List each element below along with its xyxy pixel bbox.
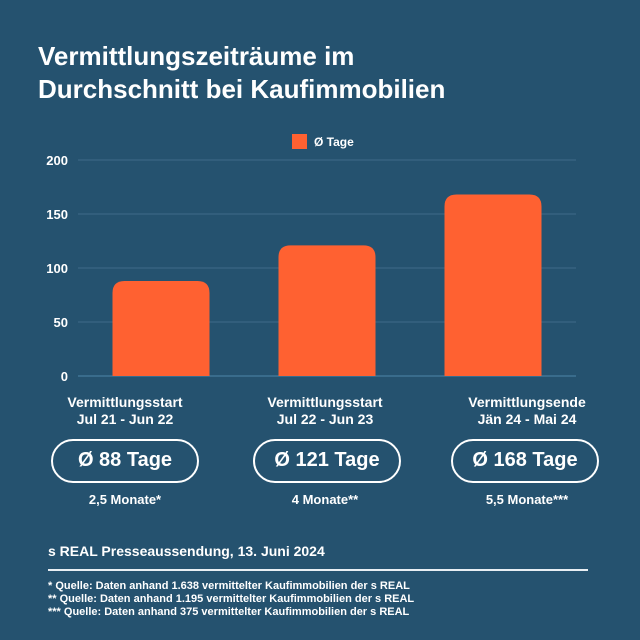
category-1-line-1: Vermittlungsstart bbox=[67, 394, 183, 410]
category-3-line-2: Jän 24 - Mai 24 bbox=[477, 411, 577, 427]
y-tick-label: 0 bbox=[61, 369, 68, 384]
average-days-pill-1: Ø 88 Tage bbox=[51, 439, 199, 483]
divider bbox=[48, 569, 588, 571]
category-label-1: Vermittlungsstart Jul 21 - Jun 22 bbox=[25, 394, 225, 428]
footnotes: * Quelle: Daten anhand 1.638 vermittelte… bbox=[48, 580, 414, 619]
footnote-1: * Quelle: Daten anhand 1.638 vermittelte… bbox=[48, 580, 410, 592]
y-tick-label: 150 bbox=[46, 207, 68, 222]
footnote-2: ** Quelle: Daten anhand 1.195 vermittelt… bbox=[48, 593, 415, 605]
category-1-line-2: Jul 21 - Jun 22 bbox=[76, 411, 174, 427]
category-label-2: Vermittlungsstart Jul 22 - Jun 23 bbox=[225, 394, 425, 428]
months-label-1: 2,5 Monate* bbox=[88, 492, 162, 507]
category-2-line-2: Jul 22 - Jun 23 bbox=[276, 411, 374, 427]
months-label-2: 4 Monate** bbox=[291, 492, 359, 507]
y-tick-label: 50 bbox=[54, 315, 68, 330]
bar bbox=[112, 280, 210, 376]
bar bbox=[278, 245, 376, 376]
legend-label: Ø Tage bbox=[314, 135, 354, 149]
source-line: s REAL Presseaussendung, 13. Juni 2024 bbox=[48, 543, 325, 559]
title-line-2: Durchschnitt bei Kaufimmobilien bbox=[38, 74, 446, 104]
months-label-3: 5,5 Monate*** bbox=[485, 492, 569, 507]
category-label-3: Vermittlungsende Jän 24 - Mai 24 bbox=[427, 394, 627, 428]
y-tick-label: 100 bbox=[46, 261, 68, 276]
bar bbox=[444, 194, 542, 376]
bar-chart: 0 50 100 150 200 Ø Tage bbox=[46, 134, 576, 384]
y-tick-label: 200 bbox=[46, 153, 68, 168]
chart-title: Vermittlungszeiträume im Durchschnitt be… bbox=[38, 40, 598, 106]
average-days-pill-2: Ø 121 Tage bbox=[253, 439, 401, 483]
category-3-line-1: Vermittlungsende bbox=[468, 394, 586, 410]
average-days-pill-3: Ø 168 Tage bbox=[451, 439, 599, 483]
title-line-1: Vermittlungszeiträume im bbox=[38, 41, 355, 71]
footnote-3: *** Quelle: Daten anhand 375 vermittelte… bbox=[48, 606, 410, 618]
legend-swatch bbox=[292, 134, 307, 149]
category-2-line-1: Vermittlungsstart bbox=[267, 394, 383, 410]
